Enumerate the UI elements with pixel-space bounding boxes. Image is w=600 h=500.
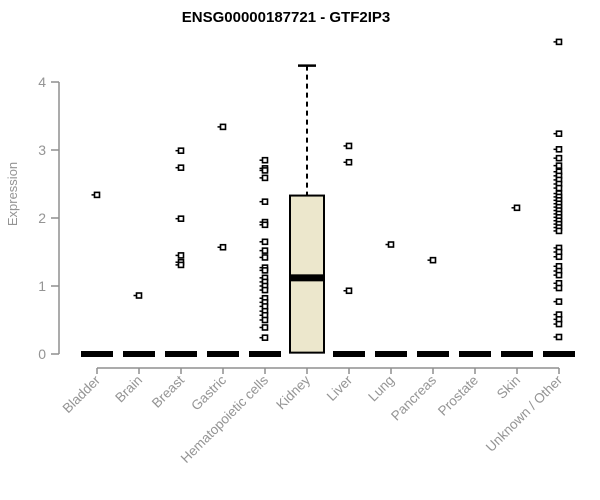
box <box>289 194 325 354</box>
x-tick-label: Gastric <box>188 372 229 413</box>
x-tick-label: Bladder <box>60 372 104 416</box>
zero-median-bar <box>81 351 113 357</box>
x-tick-label: Brain <box>112 373 145 406</box>
outlier-point <box>261 267 269 274</box>
x-tick-label: Pancreas <box>388 372 439 423</box>
outlier-point <box>555 184 563 192</box>
zero-median-bar <box>417 351 449 357</box>
outlier-point <box>555 227 563 235</box>
outlier-point <box>555 271 563 279</box>
outlier-point <box>345 142 353 150</box>
outlier-point <box>261 156 269 164</box>
outlier-point <box>261 221 269 229</box>
outlier-point <box>261 254 269 261</box>
x-tick-label: Skin <box>494 373 523 402</box>
x-tick-label: Kidney <box>273 372 313 412</box>
outlier-point <box>555 162 563 169</box>
outlier-point <box>219 243 227 251</box>
y-tick-label: 1 <box>38 278 46 294</box>
outlier-point <box>555 298 563 305</box>
outlier-point <box>261 324 269 331</box>
outlier-point <box>177 147 185 154</box>
y-tick-label: 2 <box>38 210 46 226</box>
outlier-point <box>555 38 563 46</box>
zero-median-bar <box>459 351 491 357</box>
outlier-point <box>345 158 353 166</box>
zero-median-bar <box>207 351 239 357</box>
x-tick-label: Lung <box>365 373 397 405</box>
y-tick-label: 4 <box>38 74 46 90</box>
outlier-point <box>555 253 563 261</box>
y-tick-label: 0 <box>38 346 46 362</box>
outlier-point <box>261 247 269 254</box>
outlier-point <box>261 286 269 294</box>
outlier-point <box>345 287 353 295</box>
zero-median-bar <box>375 351 407 357</box>
outlier-point <box>93 191 101 199</box>
outlier-point <box>261 174 269 182</box>
outlier-point <box>261 238 269 246</box>
outlier-point <box>261 198 269 205</box>
x-tick-label: Liver <box>324 372 356 404</box>
outlier-point <box>555 130 563 137</box>
zero-median-bar <box>333 351 365 357</box>
outlier-point <box>261 167 269 174</box>
median-line <box>290 274 324 282</box>
zero-median-bar <box>501 351 533 357</box>
outlier-point <box>261 316 269 324</box>
outlier-point <box>219 123 227 131</box>
zero-median-bar <box>249 351 281 357</box>
outlier-point <box>555 146 563 153</box>
chart-title: ENSG00000187721 - GTF2IP3 <box>181 9 391 26</box>
x-tick-label: Breast <box>149 372 187 410</box>
outlier-point <box>177 261 185 269</box>
zero-median-bar <box>543 351 575 357</box>
outlier-point <box>177 164 185 171</box>
outlier-point <box>429 256 437 264</box>
outlier-point <box>555 154 563 162</box>
zero-median-bar <box>123 351 155 357</box>
zero-median-bar <box>165 351 197 357</box>
y-tick-label: 3 <box>38 142 46 158</box>
outlier-point <box>135 292 143 299</box>
outlier-point <box>513 204 521 212</box>
outlier-point <box>177 252 185 259</box>
outlier-point <box>387 241 395 248</box>
outlier-point <box>555 320 563 328</box>
outlier-point <box>555 333 563 341</box>
outlier-point <box>261 334 269 341</box>
x-tick-label: Prostate <box>435 373 481 419</box>
outlier-point <box>177 215 185 222</box>
x-tick-label: Unknown / Other <box>483 372 566 455</box>
outlier-point <box>555 284 563 292</box>
